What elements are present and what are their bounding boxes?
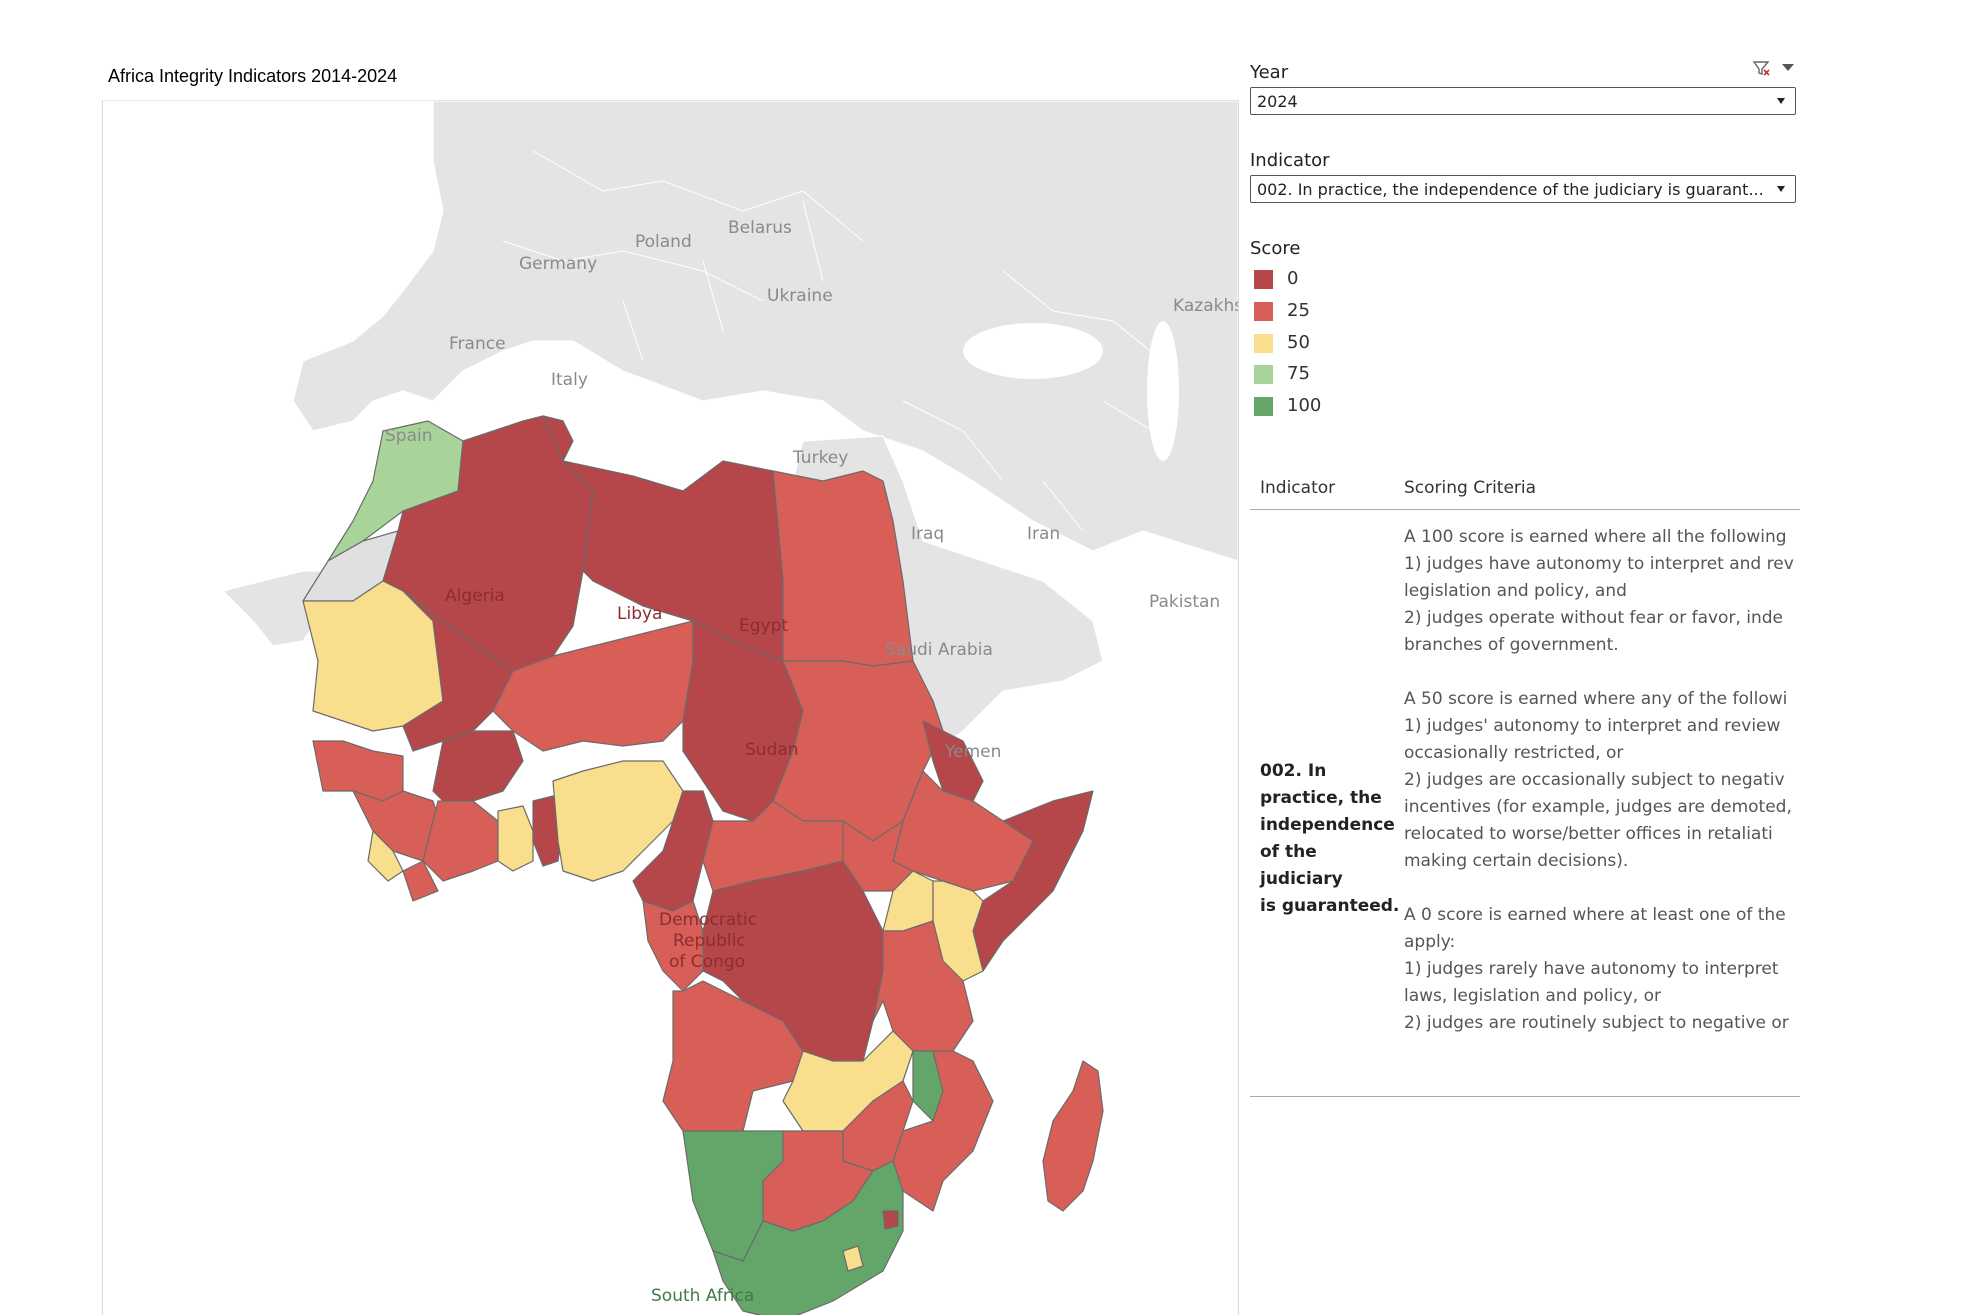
map-label-italy: Italy	[551, 370, 588, 390]
africa-choropleth-map[interactable]: Belarus Poland Germany Ukraine France It…	[102, 100, 1239, 1315]
criteria-line: 1) judges rarely have autonomy to interp…	[1404, 959, 1779, 979]
map-label-iraq: Iraq	[911, 524, 944, 544]
country-liberia	[402, 860, 439, 902]
criteria-line: incentives (for example, judges are demo…	[1404, 797, 1792, 817]
table-bottom-divider	[1250, 1096, 1800, 1097]
country-mozambique	[892, 1050, 994, 1212]
country-senegal-gambia	[312, 740, 404, 802]
country-somalia	[972, 790, 1094, 972]
map-label-south-africa: South Africa	[651, 1286, 754, 1306]
legend-label: 25	[1287, 300, 1310, 321]
country-ghana	[497, 805, 534, 872]
map-label-drc-2: Republic	[673, 931, 746, 951]
country-nigeria	[552, 760, 684, 882]
dashboard-title: Africa Integrity Indicators 2014-2024	[108, 66, 398, 86]
country-burkina	[432, 730, 524, 802]
year-dropdown[interactable]: 2024	[1250, 87, 1796, 115]
country-morocco	[327, 420, 464, 562]
criteria-line: 1) judges' autonomy to interpret and rev…	[1404, 716, 1781, 736]
legend-title: Score	[1250, 238, 1301, 259]
scoring-criteria-table[interactable]: Indicator Scoring Criteria 002. In pract…	[1250, 468, 1800, 1098]
criteria-line: relocated to worse/better offices in ret…	[1404, 824, 1773, 844]
legend-swatch-100	[1254, 397, 1273, 416]
map-label-spain: Spain	[385, 426, 433, 446]
criteria-line: A 100 score is earned where all the foll…	[1404, 527, 1787, 547]
legend-label: 50	[1287, 332, 1310, 353]
country-ivory-coast	[422, 800, 499, 882]
filter-tools	[1752, 60, 1800, 76]
chevron-down-icon	[1777, 98, 1785, 104]
indicator-dropdown[interactable]: 002. In practice, the independence of th…	[1250, 175, 1796, 203]
indicator-dropdown-value: 002. In practice, the independence of th…	[1257, 180, 1764, 199]
legend-swatch-25	[1254, 302, 1273, 321]
clear-filter-icon[interactable]	[1752, 61, 1770, 76]
legend-label: 75	[1287, 363, 1310, 384]
criteria-line: A 50 score is earned where any of the fo…	[1404, 689, 1788, 709]
map-label-libya: Libya	[617, 604, 662, 624]
criteria-line: 2) judges operate without fear or favor,…	[1404, 608, 1784, 628]
map-label-drc-3: of Congo	[669, 952, 745, 972]
country-eswatini	[882, 1210, 899, 1230]
map-label-pakistan: Pakistan	[1149, 592, 1220, 612]
map-label-germany: Germany	[519, 254, 597, 274]
criteria-line: laws, legislation and policy, or	[1404, 986, 1662, 1006]
map-canvas[interactable]: Belarus Poland Germany Ukraine France It…	[103, 101, 1238, 1315]
indicator-line: of the judiciary	[1260, 842, 1343, 889]
table-header-divider	[1250, 509, 1800, 510]
map-label-yemen: Yemen	[944, 742, 1001, 762]
legend-swatch-0	[1254, 270, 1273, 289]
criteria-cell: A 100 score is earned where all the foll…	[1404, 524, 1800, 1037]
map-label-drc-1: Democratic	[659, 910, 757, 930]
country-zambia	[782, 1030, 914, 1132]
country-tunisia	[542, 415, 574, 462]
criteria-line: 2) judges are occasionally subject to ne…	[1404, 770, 1785, 790]
year-filter-label: Year	[1250, 62, 1289, 83]
chevron-down-icon	[1777, 186, 1785, 192]
criteria-line: branches of government.	[1404, 635, 1619, 655]
map-label-france: France	[449, 334, 506, 354]
criteria-line: A 0 score is earned where at least one o…	[1404, 905, 1786, 925]
map-label-iran: Iran	[1027, 524, 1060, 544]
criteria-line: making certain decisions).	[1404, 851, 1629, 871]
map-label-sudan: Sudan	[745, 740, 799, 760]
indicator-cell: 002. In practice, the independence of th…	[1260, 758, 1400, 920]
criteria-line	[1404, 875, 1800, 902]
year-dropdown-value: 2024	[1257, 92, 1298, 111]
country-south-africa	[712, 1160, 904, 1315]
black-sea	[963, 323, 1103, 379]
criteria-line: legislation and policy, and	[1404, 581, 1627, 601]
caspian-sea	[1147, 321, 1179, 461]
indicator-line: 002. In	[1260, 761, 1327, 781]
indicator-line: practice, the	[1260, 788, 1382, 808]
map-label-belarus: Belarus	[728, 218, 792, 238]
indicator-filter-label: Indicator	[1250, 150, 1330, 171]
map-label-poland: Poland	[635, 232, 692, 252]
legend-label: 0	[1287, 268, 1299, 289]
criteria-line: occasionally restricted, or	[1404, 743, 1624, 763]
col-header-indicator: Indicator	[1260, 478, 1336, 498]
legend-swatch-75	[1254, 365, 1273, 384]
indicator-line: is guaranteed.	[1260, 896, 1400, 916]
country-lesotho	[842, 1245, 864, 1272]
map-label-algeria: Algeria	[445, 586, 505, 606]
map-label-saudi-arabia: Saudi Arabia	[885, 640, 993, 660]
map-label-kazakhs: Kazakhs	[1173, 296, 1238, 316]
country-algeria	[382, 415, 594, 672]
criteria-line: apply:	[1404, 932, 1456, 952]
country-sierra-leone	[367, 830, 404, 882]
map-label-ukraine: Ukraine	[767, 286, 833, 306]
criteria-line	[1404, 659, 1800, 686]
map-label-turkey: Turkey	[792, 448, 848, 468]
col-header-scoring-criteria: Scoring Criteria	[1404, 478, 1537, 498]
map-label-egypt: Egypt	[739, 616, 788, 636]
menu-dropdown-icon[interactable]	[1782, 64, 1794, 71]
indicator-line: independence	[1260, 815, 1395, 835]
legend-swatch-50	[1254, 334, 1273, 353]
criteria-line: 2) judges are routinely subject to negat…	[1404, 1013, 1789, 1033]
legend-label: 100	[1287, 395, 1322, 416]
criteria-line: 1) judges have autonomy to interpret and…	[1404, 554, 1794, 574]
country-madagascar	[1042, 1060, 1104, 1212]
